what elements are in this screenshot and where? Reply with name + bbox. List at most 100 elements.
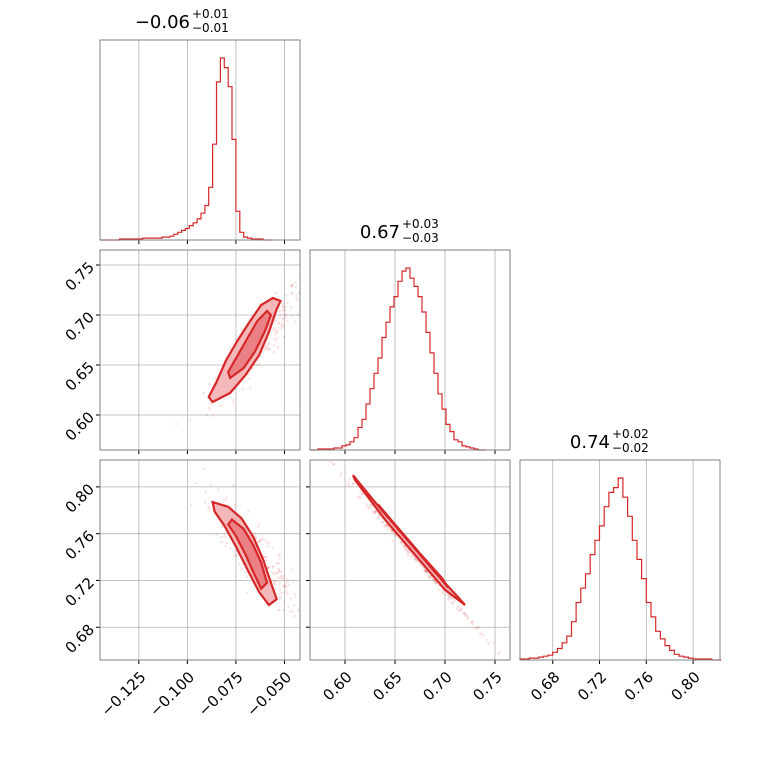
sample-point (280, 576, 284, 580)
sample-point (188, 418, 192, 422)
sample-point (244, 571, 248, 574)
sample-point (208, 406, 211, 409)
sample-point (477, 626, 480, 629)
sample-point (413, 557, 416, 560)
sample-point (290, 285, 293, 288)
sample-point (372, 511, 376, 515)
sample-point (224, 544, 227, 548)
sample-point (339, 474, 343, 477)
sample-point (277, 567, 281, 571)
sample-point (462, 611, 466, 615)
panel-frame (99, 459, 301, 661)
param-title-minus-2: −0.02 (612, 441, 649, 455)
sample-point (247, 509, 250, 513)
sample-point (256, 525, 260, 529)
sample-point (253, 532, 256, 535)
sample-point (361, 492, 365, 496)
sample-point (276, 609, 280, 612)
sample-point (352, 482, 355, 486)
sample-point (487, 642, 491, 645)
sample-point (284, 584, 287, 587)
sample-point (369, 504, 373, 508)
sample-point (423, 569, 427, 573)
sample-point (400, 543, 404, 546)
panel-0-0 (99, 39, 301, 244)
sample-point (272, 350, 276, 354)
sample-point (248, 377, 251, 380)
sample-point (371, 509, 375, 513)
sample-point (220, 526, 224, 529)
sample-point (278, 557, 281, 560)
sample-point (427, 574, 431, 578)
sample-point (257, 540, 261, 543)
sample-point (434, 582, 438, 585)
sample-point (225, 496, 228, 499)
sample-point (295, 298, 299, 301)
x-tick-label: 0.72 (574, 668, 610, 704)
sample-point (369, 503, 373, 506)
histogram-step (519, 477, 722, 661)
sample-point (419, 564, 423, 567)
sample-point (437, 588, 441, 591)
x-tick-label: 0.65 (369, 668, 405, 704)
x-tick-label: −0.075 (195, 668, 247, 720)
sample-point (292, 603, 296, 607)
sample-point (407, 549, 410, 553)
sample-point (278, 608, 281, 612)
sample-point (476, 625, 480, 628)
y-tick-label: 0.60 (62, 408, 98, 444)
sample-point (284, 293, 288, 297)
sample-point (496, 652, 500, 656)
sample-point (268, 541, 271, 545)
sample-point (282, 578, 286, 581)
sample-point (406, 554, 409, 557)
sample-point (410, 555, 414, 558)
sample-point (232, 484, 235, 487)
sample-point (340, 471, 343, 474)
sample-point (425, 571, 429, 574)
sample-point (462, 611, 466, 615)
sample-point (447, 598, 450, 601)
sample-point (282, 584, 285, 588)
sample-point (204, 490, 207, 494)
sample-point (283, 313, 287, 316)
sample-point (275, 562, 279, 565)
sample-point (399, 540, 402, 544)
sample-point (281, 322, 284, 325)
sample-point (289, 305, 293, 309)
sample-point (273, 327, 277, 330)
sample-point (425, 569, 428, 573)
sample-point (459, 607, 463, 611)
sample-point (441, 590, 444, 593)
sample-point (428, 575, 432, 578)
sample-point (391, 530, 394, 533)
sample-point (228, 347, 232, 350)
sample-point (385, 524, 388, 527)
sample-point (391, 539, 394, 543)
sample-point (209, 402, 213, 406)
sample-point (458, 608, 462, 612)
sample-point (271, 565, 274, 569)
contour-fill-inner (228, 311, 271, 378)
sample-point (358, 490, 362, 494)
contour-line-outer (351, 474, 466, 606)
sample-point (219, 404, 223, 407)
sample-point (174, 422, 178, 426)
sample-point (390, 529, 394, 533)
sample-point (279, 314, 283, 317)
y-tick-label: 0.80 (62, 480, 98, 516)
sample-point (276, 580, 279, 583)
sample-point (281, 608, 285, 612)
y-tick-label: 0.70 (62, 308, 98, 344)
sample-point (445, 593, 448, 596)
sample-point (282, 335, 286, 339)
sample-point (274, 339, 278, 342)
sample-point (289, 597, 293, 600)
sample-point (277, 346, 280, 349)
sample-point (279, 596, 282, 600)
sample-point (498, 651, 502, 654)
sample-point (266, 343, 270, 346)
sample-point (475, 627, 479, 630)
sample-point (294, 285, 298, 289)
sample-point (294, 280, 297, 284)
